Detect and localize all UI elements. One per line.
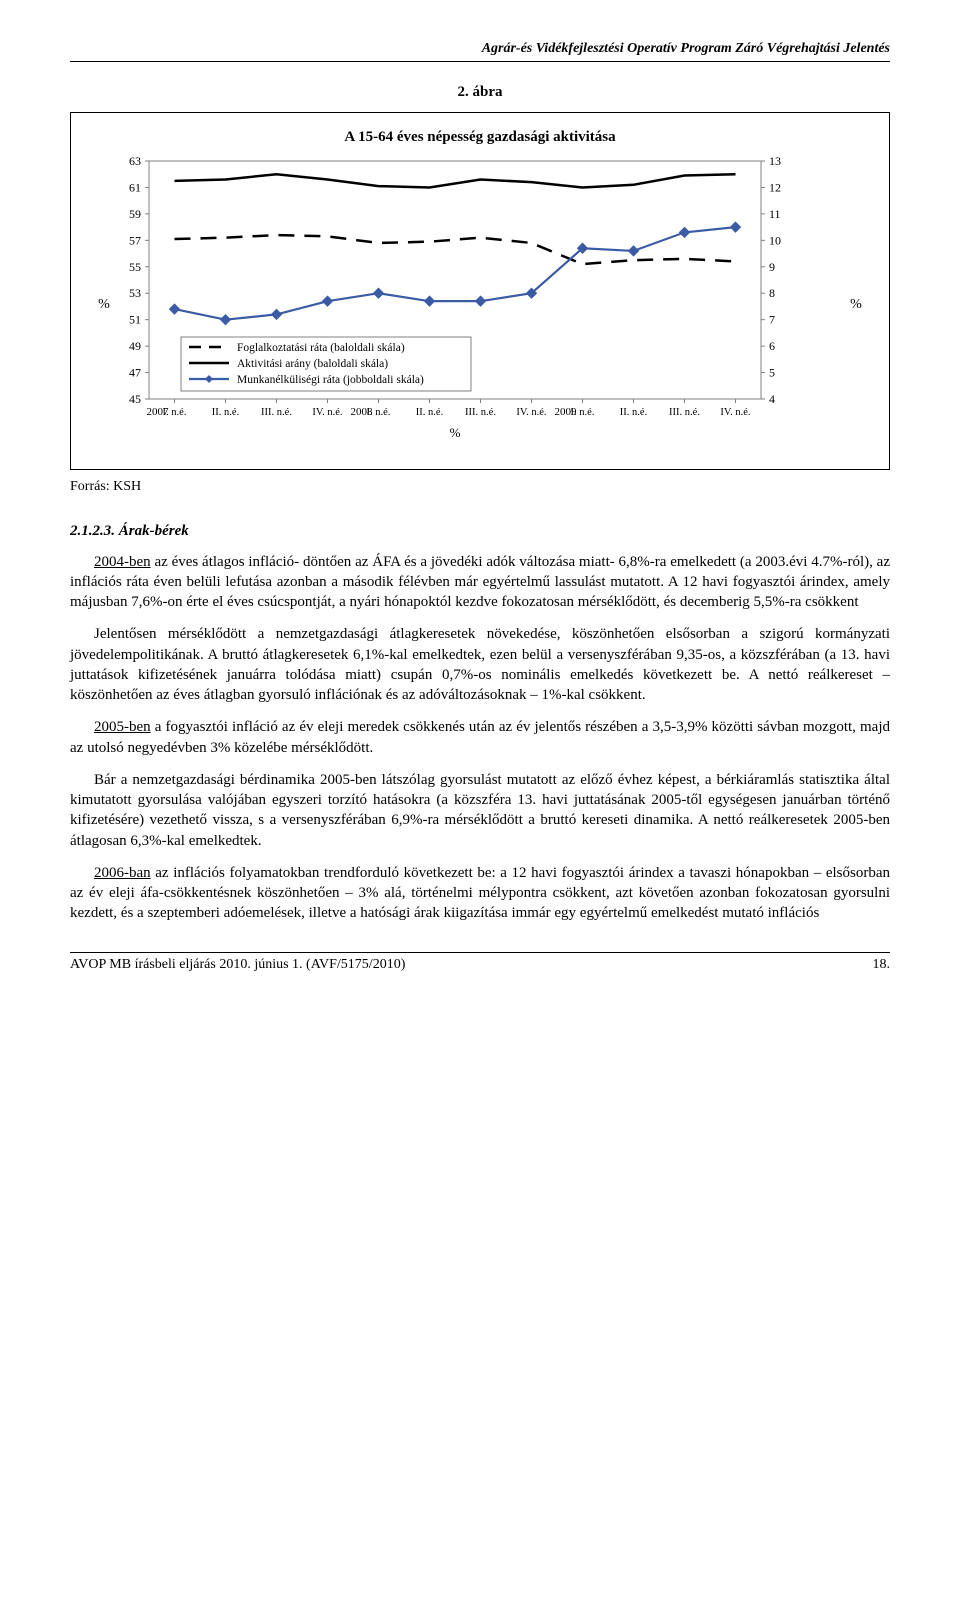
svg-text:53: 53 xyxy=(129,287,141,301)
svg-text:47: 47 xyxy=(129,366,141,380)
svg-text:45: 45 xyxy=(129,392,141,406)
svg-text:55: 55 xyxy=(129,260,141,274)
chart-frame: A 15-64 éves népesség gazdasági aktivitá… xyxy=(70,112,890,470)
svg-text:III. n.é.: III. n.é. xyxy=(261,407,292,418)
svg-text:7: 7 xyxy=(769,313,775,327)
paragraph-2006: 2006-ban az inflációs folyamatokban tren… xyxy=(70,863,890,924)
figure-caption: 2. ábra xyxy=(70,82,890,102)
chart-title: A 15-64 éves népesség gazdasági aktivitá… xyxy=(93,127,867,147)
svg-text:51: 51 xyxy=(129,313,141,327)
svg-text:11: 11 xyxy=(769,207,781,221)
svg-text:49: 49 xyxy=(129,340,141,354)
svg-text:4: 4 xyxy=(769,392,775,406)
svg-text:Aktivitási arány (baloldali sk: Aktivitási arány (baloldali skála) xyxy=(237,358,388,370)
svg-text:2008: 2008 xyxy=(351,406,374,418)
footer-right: 18. xyxy=(873,956,891,975)
svg-text:63: 63 xyxy=(129,155,141,168)
svg-text:57: 57 xyxy=(129,234,141,248)
section-heading: 2.1.2.3. Árak-bérek xyxy=(70,521,890,541)
svg-text:10: 10 xyxy=(769,234,781,248)
svg-text:59: 59 xyxy=(129,207,141,221)
svg-text:IV. n.é.: IV. n.é. xyxy=(720,407,750,418)
paragraph-keresetek-2004: Jelentősen mérséklődött a nemzetgazdaság… xyxy=(70,624,890,705)
svg-text:2007: 2007 xyxy=(147,406,170,418)
document-header: Agrár-és Vidékfejlesztési Operatív Progr… xyxy=(70,40,890,62)
year-2006: 2006-ban xyxy=(94,865,151,881)
svg-text:8: 8 xyxy=(769,287,775,301)
chart-source: Forrás: KSH xyxy=(70,478,890,497)
svg-text:Foglalkoztatási ráta (baloldal: Foglalkoztatási ráta (baloldali skála) xyxy=(237,342,405,354)
svg-text:IV. n.é.: IV. n.é. xyxy=(516,407,546,418)
svg-text:61: 61 xyxy=(129,181,141,195)
page-footer: AVOP MB írásbeli eljárás 2010. június 1.… xyxy=(70,952,890,975)
paragraph-ber-2005: Bár a nemzetgazdasági bérdinamika 2005-b… xyxy=(70,770,890,851)
svg-text:%: % xyxy=(450,425,461,440)
paragraph-2005: 2005-ben a fogyasztói infláció az év ele… xyxy=(70,717,890,758)
svg-text:IV. n.é.: IV. n.é. xyxy=(312,407,342,418)
svg-text:12: 12 xyxy=(769,181,781,195)
svg-text:Munkanélküliségi ráta (jobbold: Munkanélküliségi ráta (jobboldali skála) xyxy=(237,374,424,386)
svg-text:9: 9 xyxy=(769,260,775,274)
footer-left: AVOP MB írásbeli eljárás 2010. június 1.… xyxy=(70,956,405,975)
svg-text:2009: 2009 xyxy=(555,406,578,418)
svg-text:II. n.é.: II. n.é. xyxy=(212,407,239,418)
svg-text:6: 6 xyxy=(769,340,775,354)
year-2005: 2005-ben xyxy=(94,719,151,735)
y-axis-right-label: % xyxy=(845,296,867,315)
svg-text:13: 13 xyxy=(769,155,781,168)
paragraph-2004: 2004-ben az éves átlagos infláció- döntő… xyxy=(70,552,890,613)
chart-plot: 4547495153555759616345678910111213I. n.é… xyxy=(115,155,795,455)
svg-text:II. n.é.: II. n.é. xyxy=(620,407,647,418)
y-axis-left-label: % xyxy=(93,296,115,315)
svg-text:III. n.é.: III. n.é. xyxy=(669,407,700,418)
svg-text:II. n.é.: II. n.é. xyxy=(416,407,443,418)
svg-text:5: 5 xyxy=(769,366,775,380)
year-2004: 2004-ben xyxy=(94,554,151,570)
svg-text:III. n.é.: III. n.é. xyxy=(465,407,496,418)
